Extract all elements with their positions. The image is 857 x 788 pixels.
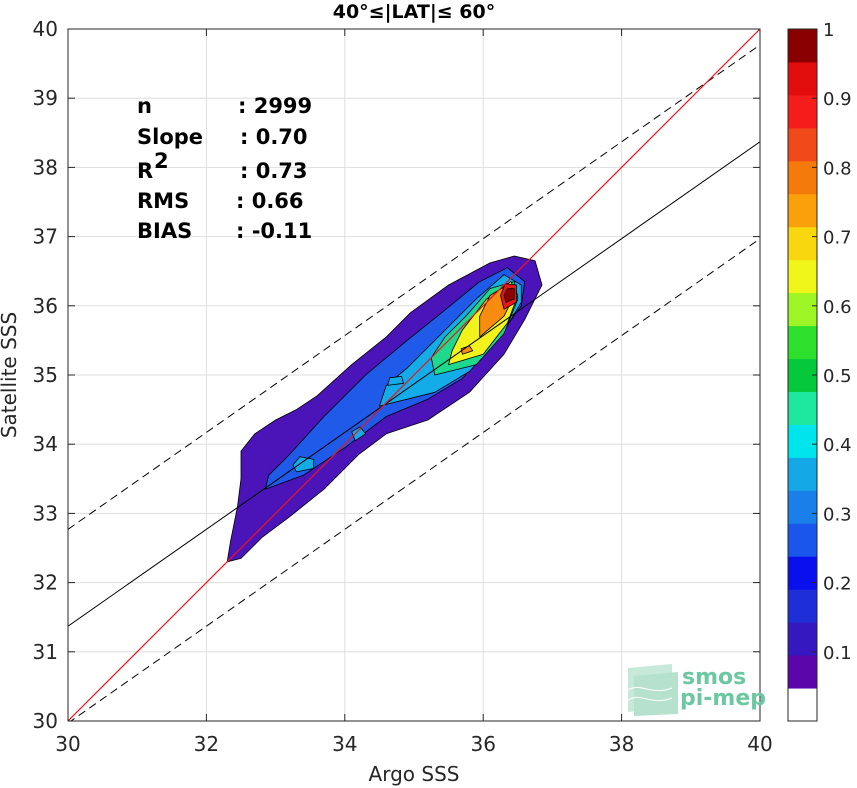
colorbar-segment [788,292,817,327]
y-tick-label: 31 [33,640,58,664]
colorbar-segment [788,490,817,524]
colorbar-segment [788,325,817,360]
stat-label: R [137,159,153,183]
colorbar-tick-label: 1 [823,20,834,41]
stat-superscript: 2 [154,149,169,173]
fit-upper-bound-line [68,44,760,530]
fit-lower-bound-line [70,238,760,721]
colorbar-tick-label: 0.3 [823,504,852,525]
y-tick-label: 37 [33,225,58,249]
colorbar-tick-label: 0.9 [823,89,852,110]
colorbar-segment [788,127,817,162]
y-tick-label: 40 [33,17,58,41]
x-tick-label: 34 [332,732,357,756]
stat-label: BIAS [137,219,192,243]
colorbar-segment [788,424,817,458]
contour-level [503,288,515,303]
x-tick-label: 38 [609,732,634,756]
colorbar-segment [788,226,817,261]
colorbar-tick-label: 0.6 [823,297,852,318]
statistics-box: n : 2999 Slope : 0.70 R 2 : 0.73 RMS : 0.66 BIAS:… [137,94,312,243]
colorbar-segment [788,523,817,557]
density-contours [226,255,543,563]
y-tick-label: 32 [33,571,58,595]
y-tick-label: 35 [33,363,58,387]
contour-island [387,375,405,386]
colorbar-segment [788,160,817,195]
stat-value: : 0.70 [240,125,308,149]
x-tick-label: 32 [194,732,219,756]
fit-line [68,141,760,627]
stat-value: : 2999 [238,94,312,118]
colorbar-segment [788,622,817,656]
y-tick-label: 39 [33,86,58,110]
stat-label: RMS [137,189,189,213]
colorbar-segment [788,94,817,129]
logo-text-line1: smos [682,665,746,690]
stat-value: : -0.11 [236,219,312,243]
logo-mark-icon [627,664,678,716]
x-tick-label: 30 [55,732,80,756]
colorbar-segment [788,457,817,491]
identity-line [68,29,760,721]
colorbar-tick-label: 0.8 [823,158,852,179]
colorbar-segment [788,589,817,623]
smos-pi-mep-logo: smos pi-mep [627,664,766,716]
y-tick-label: 34 [33,432,58,456]
logo-text-line2: pi-mep [680,686,766,711]
x-tick-label: 40 [747,732,772,756]
stat-value: : 0.73 [240,159,308,183]
stat-label: n [137,94,152,118]
stat-label: Slope [137,125,203,149]
y-axis-label: Satellite SSS [0,312,21,438]
reference-lines [68,29,760,721]
colorbar-tick-label: 0.7 [823,228,852,249]
grid [67,28,761,722]
colorbar-segment [788,193,817,228]
colorbar-tick-label: 0.4 [823,435,852,456]
colorbar-segment [788,391,817,425]
colorbar-segment [788,655,817,689]
colorbar-tick-label: 0.5 [823,366,852,387]
y-tick-label: 30 [33,709,58,733]
contour-island [351,426,367,442]
y-tick-label: 33 [33,501,58,525]
colorbar-ticks: 0.1 0.2 0.3 0.4 0.5 0.6 0.7 0.8 0.9 1 [812,20,852,664]
x-axis-label: Argo SSS [369,762,460,786]
colorbar-tick-label: 0.2 [823,574,852,595]
y-tick-label: 36 [33,294,58,318]
colorbar-segment [788,61,817,96]
chart-title: 40°≤|LAT|≤ 60° [333,1,496,23]
contour-island [292,456,315,473]
colorbar-segment [788,688,817,722]
colorbar [787,28,818,722]
x-axis-ticks: 30 32 34 36 38 40 [55,29,773,756]
colorbar-segment [788,29,817,63]
colorbar-segment [788,259,817,294]
y-tick-label: 38 [33,155,58,179]
stat-value: : 0.66 [236,189,304,213]
colorbar-tick-label: 0.1 [823,643,852,664]
colorbar-segment [788,556,817,590]
x-tick-label: 36 [470,732,495,756]
y-axis-ticks: 30 31 32 33 34 35 36 37 38 39 40 [33,17,760,733]
